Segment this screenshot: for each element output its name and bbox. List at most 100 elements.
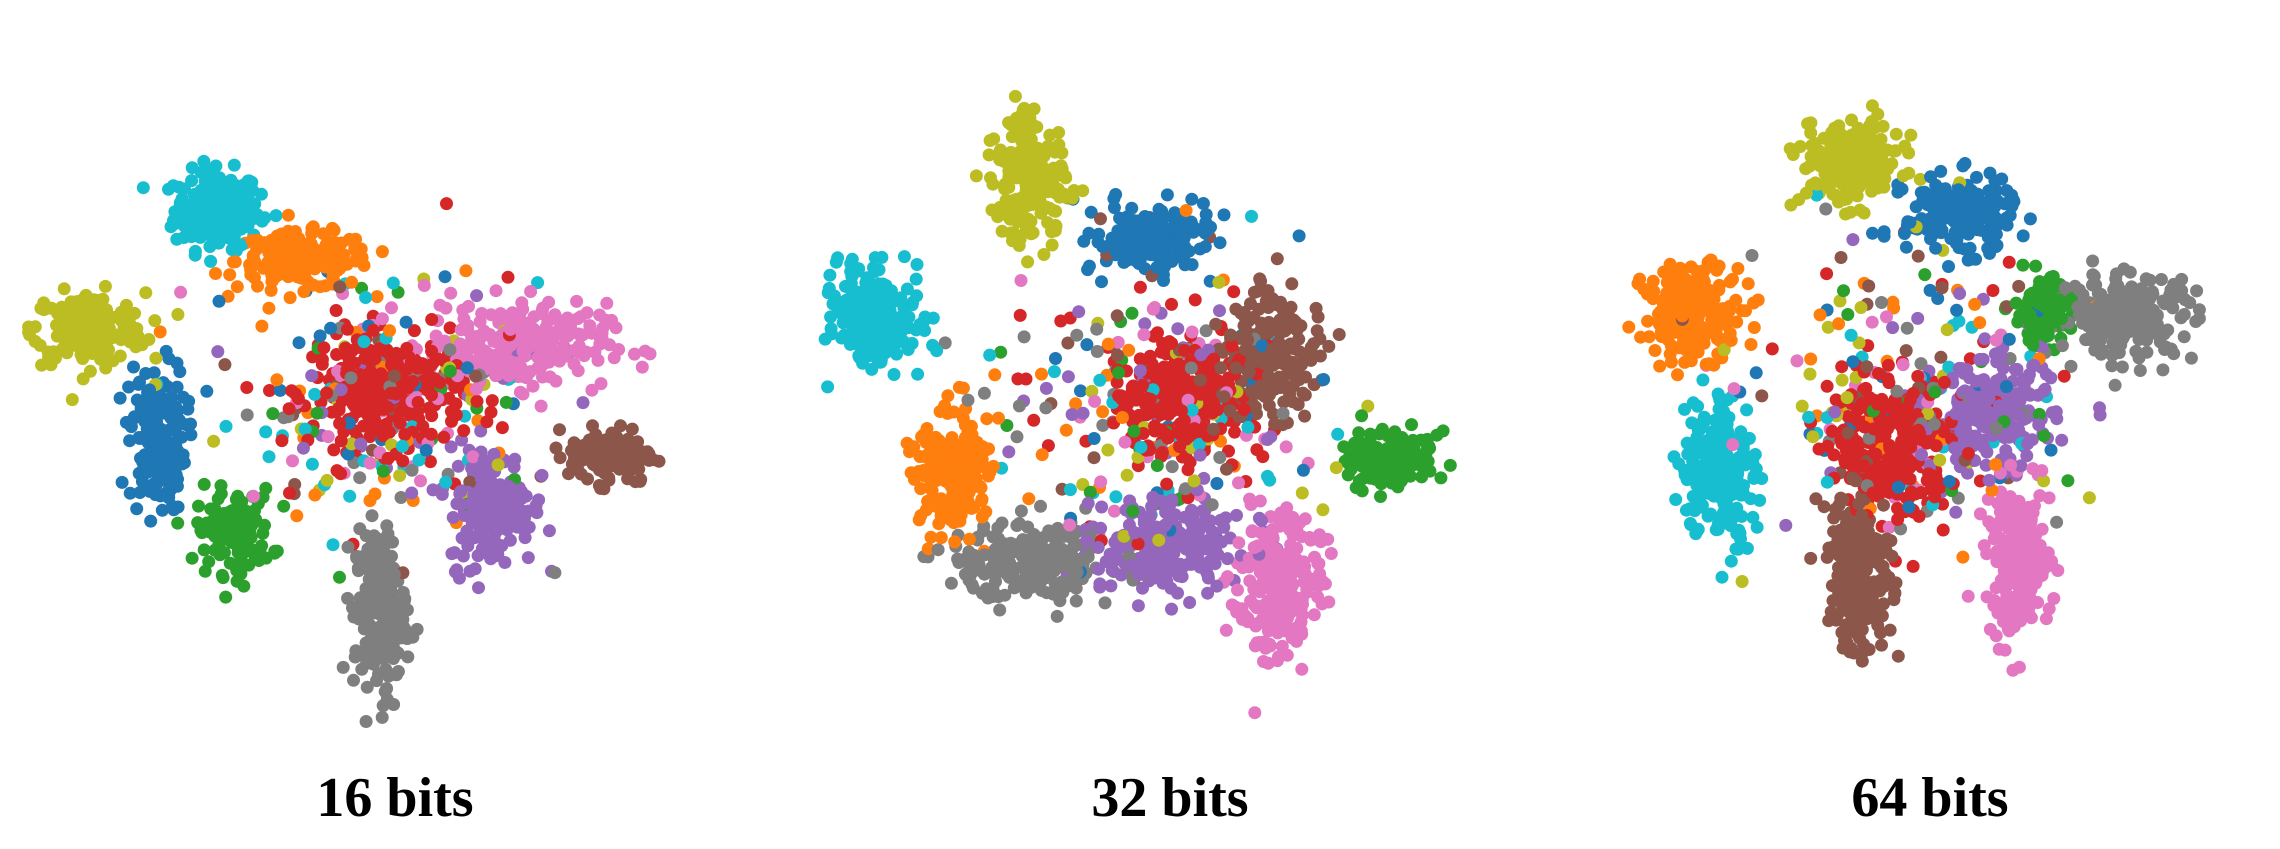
scatter-point-class-6	[523, 365, 537, 379]
scatter-point-class-2	[1337, 440, 1351, 454]
scatter-point-class-4	[354, 437, 368, 451]
scatter-point-class-1	[281, 208, 295, 222]
scatter-point-class-2	[277, 499, 291, 513]
scatter-point-class-5	[1229, 361, 1243, 375]
scatter-point-class-7	[372, 558, 386, 572]
scatter-point-class-6	[1272, 650, 1285, 664]
scatter-point-class-4	[1190, 541, 1204, 555]
scatter-point-class-2	[1388, 425, 1402, 439]
scatter-point-class-6	[1146, 302, 1160, 316]
scatter-point-class-8	[67, 295, 81, 309]
scatter-point-class-9	[166, 179, 180, 193]
scatter-point-class-1	[949, 478, 963, 492]
scatter-point-class-6	[600, 296, 614, 310]
scatter-point-class-6	[504, 338, 518, 352]
scatter-point-class-8	[1329, 461, 1343, 475]
scatter-point-class-6	[1225, 598, 1239, 612]
scatter-point-class-6	[1311, 590, 1325, 604]
scatter-point-class-9	[875, 327, 889, 341]
scatter-point-class-2	[197, 543, 211, 557]
scatter-point-class-9	[917, 315, 931, 329]
scatter-point-class-0	[1296, 463, 1310, 477]
scatter-point-class-2	[1000, 419, 1014, 432]
scatter-point-class-3	[1133, 352, 1147, 366]
scatter-point-class-5	[1254, 316, 1268, 330]
scatter-point-class-7	[1276, 406, 1290, 420]
scatter-point-class-7	[1165, 460, 1179, 474]
scatter-point-class-5	[1282, 380, 1296, 394]
scatter-point-class-7	[405, 463, 419, 477]
scatter-point-class-5	[642, 447, 656, 461]
scatter-point-class-3	[400, 341, 414, 355]
scatter-point-class-1	[921, 542, 935, 556]
scatter-point-class-9	[821, 286, 835, 300]
scatter-point-class-8	[1056, 169, 1070, 183]
scatter-point-class-1	[948, 535, 962, 549]
scatter-point-class-3	[1198, 359, 1211, 373]
scatter-point-class-4	[1205, 530, 1219, 544]
scatter-point-class-7	[360, 680, 374, 694]
scatter-point-class-4	[474, 424, 488, 438]
scatter-point-class-6	[1231, 583, 1244, 597]
scatter-point-class-8	[1913, 172, 1927, 186]
scatter-point-class-2	[171, 516, 185, 530]
scatter-point-class-9	[343, 489, 357, 503]
scatter-point-class-2	[1405, 418, 1418, 432]
scatter-point-class-9	[867, 340, 881, 354]
scatter-point-class-3	[1041, 439, 1055, 453]
scatter-point-class-8	[1024, 227, 1038, 241]
scatter-point-class-0	[165, 411, 179, 425]
scatter-point-class-6	[612, 343, 626, 356]
scatter-point-class-6	[375, 312, 389, 326]
scatter-point-class-6	[552, 313, 566, 327]
scatter-point-class-9	[1093, 373, 1107, 387]
scatter-point-class-3	[342, 353, 356, 367]
scatter-point-class-6	[594, 377, 608, 391]
scatter-point-class-6	[1279, 624, 1293, 638]
scatter-point-class-4	[1200, 565, 1214, 579]
scatter-point-class-4	[486, 501, 500, 515]
scatter-point-class-3	[501, 270, 515, 284]
scatter-point-class-3	[389, 346, 403, 360]
scatter-point-class-8	[1027, 102, 1041, 116]
scatter-point-class-3	[1175, 404, 1188, 418]
scatter-point-class-6	[414, 474, 427, 488]
scatter-point-class-1	[223, 268, 237, 282]
scatter-point-class-7	[931, 543, 945, 557]
scatter-point-class-4	[1261, 433, 1274, 446]
scatter-point-class-6	[516, 344, 530, 358]
scatter-point-class-7	[961, 393, 975, 407]
scatter-point-class-9	[1241, 420, 1255, 434]
scatter-point-class-5	[1224, 328, 1237, 342]
scatter-point-class-5	[589, 428, 603, 442]
scatter-point-class-9	[209, 171, 222, 184]
scatter-point-class-3	[291, 392, 305, 406]
scatter-point-class-8	[1051, 142, 1065, 155]
scatter-point-class-6	[1278, 605, 1292, 619]
scatter-point-class-4	[489, 511, 503, 525]
scatter-point-class-0	[164, 482, 177, 496]
scatter-point-class-1	[1035, 367, 1048, 381]
scatter-point-class-1	[983, 465, 997, 479]
scatter-point-class-3	[357, 419, 371, 433]
scatter-point-class-8	[83, 364, 97, 378]
scatter-point-class-1	[956, 493, 970, 506]
scatter-point-class-5	[1267, 353, 1281, 366]
scatter-point-class-0	[1087, 432, 1101, 445]
scatter-point-class-6	[575, 328, 589, 342]
scatter-point-class-4	[518, 531, 532, 545]
scatter-point-class-8	[491, 458, 505, 472]
scatter-point-class-2	[1374, 490, 1387, 503]
scatter-point-class-5	[1276, 418, 1290, 432]
scatter-point-class-8	[1021, 255, 1035, 269]
scatter-point-class-6	[1063, 518, 1077, 532]
scatter-point-class-3	[1165, 336, 1179, 350]
scatter-point-class-0	[1096, 240, 1110, 254]
scatter-point-class-1	[924, 456, 938, 469]
scatter-point-class-5	[1223, 404, 1237, 418]
scatter-point-class-3	[393, 405, 407, 419]
scatter-point-class-5	[1322, 339, 1336, 353]
scatter-point-class-1	[350, 252, 363, 266]
scatter-point-class-7	[375, 710, 389, 724]
scatter-point-class-0	[1292, 229, 1306, 243]
